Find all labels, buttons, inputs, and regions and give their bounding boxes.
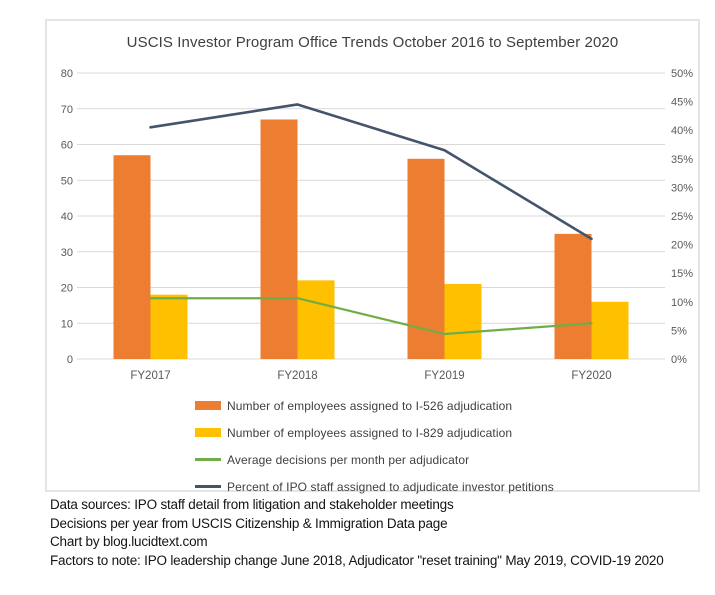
left-axis-tick-label: 60 [61, 140, 73, 152]
right-axis-tick-label: 0% [671, 354, 687, 366]
left-axis-tick-label: 70 [61, 104, 73, 116]
legend-label: Percent of IPO staff assigned to adjudic… [227, 479, 554, 494]
legend-line-swatch [195, 458, 221, 461]
right-axis-tick-label: 5% [671, 325, 687, 337]
left-axis-tick-label: 80 [61, 68, 73, 80]
footer-line-decisions-source: Decisions per year from USCIS Citizenshi… [50, 515, 448, 531]
right-axis-tick-label: 25% [671, 211, 693, 223]
legend-line-swatch [195, 485, 221, 488]
left-axis-tick-label: 40 [61, 211, 73, 223]
left-axis-tick-label: 0 [67, 354, 73, 366]
legend-item: Number of employees assigned to I-526 ad… [195, 392, 554, 419]
left-axis-tick-label: 20 [61, 283, 73, 295]
bar-i829 [297, 280, 335, 359]
footer-line-factors: Factors to note: IPO leadership change J… [50, 552, 664, 568]
chart-title: USCIS Investor Program Office Trends Oct… [126, 34, 619, 51]
bar-i526 [554, 233, 592, 359]
legend-bar-swatch [195, 401, 221, 410]
bar-i829 [444, 283, 482, 359]
bar-i526 [260, 119, 298, 359]
left-axis-tick-label: 50 [61, 175, 73, 187]
right-axis-tick-label: 10% [671, 297, 693, 309]
chart-legend: Number of employees assigned to I-526 ad… [195, 392, 554, 500]
line-percent-ipo-staff [149, 103, 593, 241]
legend-label: Number of employees assigned to I-526 ad… [227, 398, 513, 413]
footer-notes: Data sources: IPO staff detail from liti… [50, 496, 710, 570]
right-axis-tick-label: 40% [671, 125, 693, 137]
footer-line-data-sources: Data sources: IPO staff detail from liti… [50, 497, 454, 512]
right-axis-tick-label: 15% [671, 268, 693, 280]
line-avg-decisions [149, 297, 593, 336]
left-axis-tick-label: 30 [61, 247, 73, 259]
bar-i829 [150, 294, 188, 359]
right-axis-tick-label: 50% [671, 68, 693, 80]
legend-bar-swatch [195, 428, 221, 437]
bar-i526 [113, 155, 151, 359]
x-axis-category-label: FY2018 [277, 370, 317, 382]
right-axis-tick-label: 20% [671, 240, 693, 252]
x-axis-category-label: FY2019 [424, 370, 464, 382]
legend-label: Number of employees assigned to I-829 ad… [227, 425, 513, 440]
left-axis-tick-label: 10 [61, 318, 73, 330]
right-axis-tick-label: 45% [671, 97, 693, 109]
x-axis-category-label: FY2020 [571, 370, 611, 382]
x-axis-category-label: FY2017 [130, 370, 170, 382]
legend-item: Average decisions per month per adjudica… [195, 446, 554, 473]
bar-i829 [591, 301, 629, 359]
legend-item: Number of employees assigned to I-829 ad… [195, 419, 554, 446]
chart-plot-area: 80 70 60 50 40 30 20 10 0 50% 45% 40% 35% 30% 25% 20% 15… [61, 68, 693, 382]
legend-label: Average decisions per month per adjudica… [227, 452, 470, 467]
chart-container: USCIS Investor Program Office Trends Oct… [45, 19, 700, 494]
right-axis-tick-label: 30% [671, 182, 693, 194]
right-axis-tick-label: 35% [671, 154, 693, 166]
footer-line-credit: Chart by blog.lucidtext.com [50, 534, 208, 549]
legend-item: Percent of IPO staff assigned to adjudic… [195, 473, 554, 500]
